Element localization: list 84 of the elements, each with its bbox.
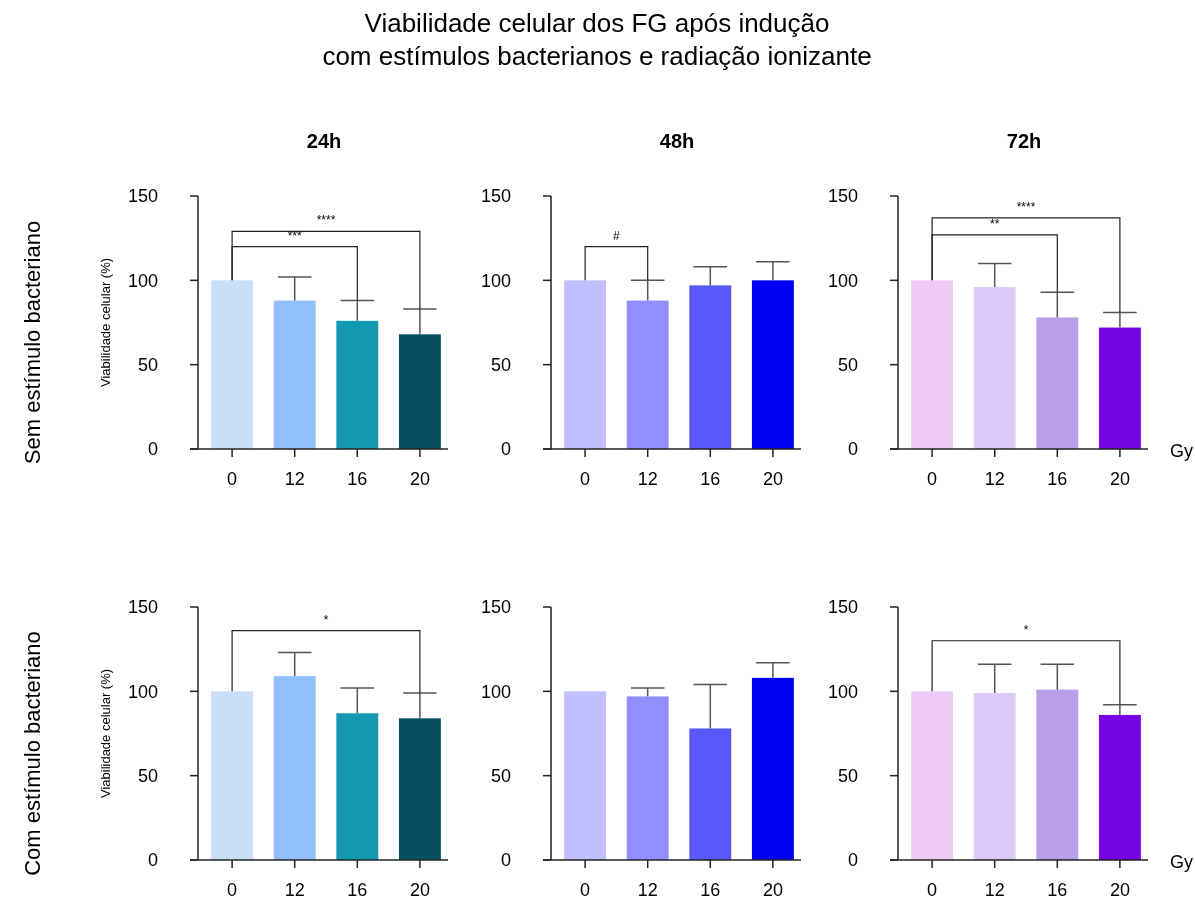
annotation: **** xyxy=(1016,199,1036,214)
y-tick-label: 100 xyxy=(127,681,158,702)
y-tick-label: 0 xyxy=(500,850,511,871)
bar xyxy=(1098,714,1141,860)
y-tick-label: 0 xyxy=(500,439,511,460)
y-tick-label: 100 xyxy=(480,681,511,702)
annotation: # xyxy=(613,228,621,243)
bar xyxy=(398,718,441,860)
bar xyxy=(751,677,794,860)
y-tick-label: 150 xyxy=(827,186,858,207)
bar xyxy=(1036,317,1079,449)
bar xyxy=(626,696,669,860)
x-tick-label: 20 xyxy=(762,880,783,897)
x-tick-label: 12 xyxy=(284,880,305,897)
bar xyxy=(211,691,254,860)
bar xyxy=(689,285,732,449)
annotation: **** xyxy=(316,213,336,228)
y-tick-label: 150 xyxy=(480,597,511,618)
x-tick-label: 0 xyxy=(927,880,938,897)
x-axis-title: Gy xyxy=(1170,441,1194,461)
x-tick-label: 16 xyxy=(700,880,721,897)
x-tick-label: 16 xyxy=(347,469,368,489)
annotation: *** xyxy=(287,228,303,243)
x-tick-label: 16 xyxy=(1047,880,1068,897)
x-tick-label: 0 xyxy=(927,469,938,489)
bar xyxy=(911,691,954,860)
y-tick-label: 150 xyxy=(127,597,158,618)
x-tick-label: 12 xyxy=(637,880,658,897)
y-tick-label: 150 xyxy=(127,186,158,207)
x-tick-label: 12 xyxy=(637,469,658,489)
x-tick-label: 0 xyxy=(227,469,238,489)
chart-title: 48h xyxy=(659,130,695,152)
x-tick-label: 0 xyxy=(227,880,238,897)
y-tick-label: 100 xyxy=(827,270,858,291)
x-tick-label: 12 xyxy=(984,880,1005,897)
text: Sem estímulo bacteriano xyxy=(20,220,45,465)
x-tick-label: 16 xyxy=(700,469,721,489)
bar xyxy=(751,280,794,449)
x-tick-label: 16 xyxy=(347,880,368,897)
bar xyxy=(336,320,379,449)
x-tick-label: 16 xyxy=(1047,469,1068,489)
chart-title: 72h xyxy=(1006,130,1042,152)
x-tick-label: 12 xyxy=(284,469,305,489)
y-axis-title: Viabilidade celular (%) xyxy=(98,668,113,799)
y-tick-label: 50 xyxy=(837,354,858,375)
x-tick-label: 20 xyxy=(409,469,430,489)
y-tick-label: 0 xyxy=(847,850,858,871)
annotation: ** xyxy=(990,216,1000,231)
annotation: * xyxy=(323,612,329,627)
y-tick-label: 50 xyxy=(490,354,511,375)
text: Viabilidade celular dos FG após indução com estímulos bacterianos e radiação ionizante xyxy=(322,8,872,71)
x-tick-label: 20 xyxy=(1109,469,1130,489)
y-tick-label: 50 xyxy=(137,354,158,375)
y-tick-label: 50 xyxy=(137,765,158,786)
y-tick-label: 50 xyxy=(837,765,858,786)
annotation: * xyxy=(1023,622,1029,637)
x-axis-title: Gy xyxy=(1170,852,1194,872)
y-tick-label: 50 xyxy=(490,765,511,786)
x-tick-label: 20 xyxy=(1109,880,1130,897)
bar xyxy=(273,676,316,860)
x-tick-label: 20 xyxy=(409,880,430,897)
bar xyxy=(336,713,379,860)
y-tick-label: 100 xyxy=(827,681,858,702)
chart-title: 24h xyxy=(306,130,342,152)
bar xyxy=(689,728,732,860)
bar xyxy=(973,693,1016,860)
y-tick-label: 150 xyxy=(827,597,858,618)
bar xyxy=(1098,327,1141,449)
y-tick-label: 0 xyxy=(147,850,158,871)
y-axis-title: Viabilidade celular (%) xyxy=(98,257,113,388)
bar xyxy=(398,334,441,449)
x-tick-label: 0 xyxy=(580,880,591,897)
y-tick-label: 0 xyxy=(147,439,158,460)
bar xyxy=(564,691,607,860)
text: Com estímulo bacteriano xyxy=(20,631,45,876)
y-tick-label: 100 xyxy=(480,270,511,291)
y-tick-label: 0 xyxy=(847,439,858,460)
y-tick-label: 150 xyxy=(480,186,511,207)
bar xyxy=(1036,689,1079,860)
x-tick-label: 20 xyxy=(762,469,783,489)
y-tick-label: 100 xyxy=(127,270,158,291)
x-tick-label: 0 xyxy=(580,469,591,489)
x-tick-label: 12 xyxy=(984,469,1005,489)
bar xyxy=(626,300,669,449)
